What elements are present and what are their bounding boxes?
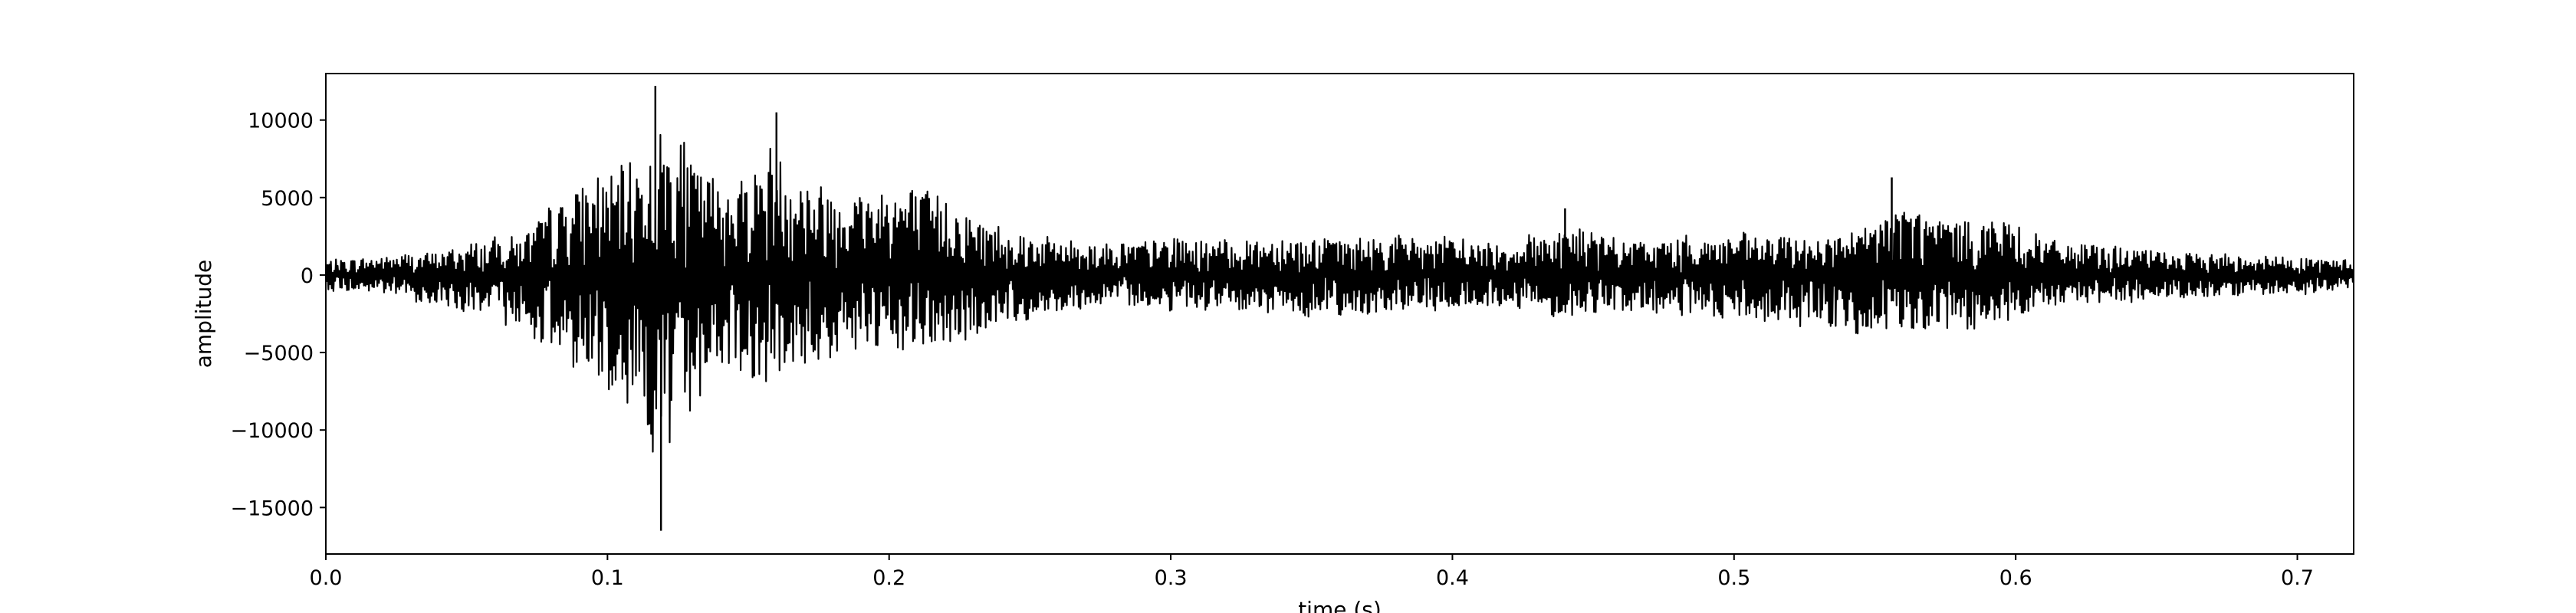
y-tick-label: −15000: [230, 497, 314, 520]
x-axis-label: time (s): [1298, 597, 1382, 613]
x-tick-label: 0.2: [872, 566, 905, 590]
y-axis-label: amplitude: [191, 260, 216, 369]
x-tick-label: 0.3: [1155, 566, 1188, 590]
waveform-line: [324, 133, 2355, 453]
x-tick-label: 0.1: [591, 566, 624, 590]
waveform-peaks: [654, 86, 1893, 531]
y-tick-label: 5000: [261, 187, 314, 211]
y-tick-label: 0: [301, 264, 314, 288]
x-tick-label: 0.4: [1436, 566, 1469, 590]
y-axis: 10000 5000 0 −5000 −10000 −15000: [230, 110, 326, 520]
plot-area: [324, 73, 2355, 555]
x-tick-label: 0.0: [310, 566, 343, 590]
y-tick-label: 10000: [248, 110, 314, 133]
y-tick-label: −5000: [244, 342, 314, 366]
x-tick-label: 0.7: [2281, 566, 2314, 590]
y-tick-label: −10000: [230, 419, 314, 443]
x-axis: 0.0 0.1 0.2 0.3 0.4 0.5 0.6 0.7: [310, 554, 2314, 590]
x-tick-label: 0.6: [1999, 566, 2032, 590]
x-tick-label: 0.5: [1717, 566, 1750, 590]
axes-frame: [325, 73, 2354, 555]
